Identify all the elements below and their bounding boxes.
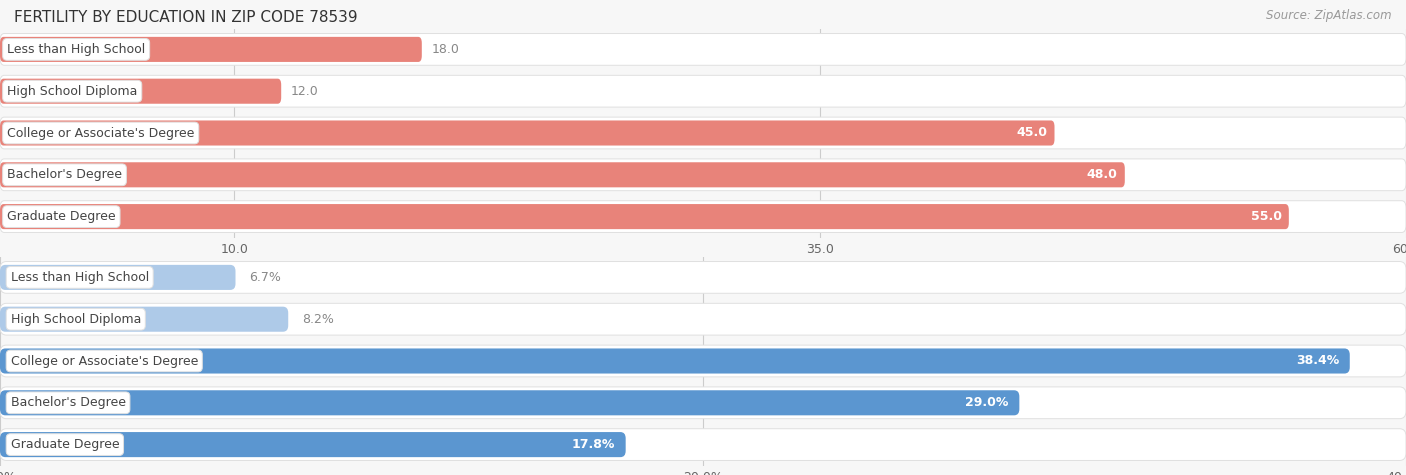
Text: 8.2%: 8.2% [302, 313, 335, 326]
Text: High School Diploma: High School Diploma [11, 313, 141, 326]
Text: Bachelor's Degree: Bachelor's Degree [11, 396, 125, 409]
Text: 12.0: 12.0 [291, 85, 318, 98]
FancyBboxPatch shape [0, 159, 1406, 190]
FancyBboxPatch shape [0, 121, 1054, 145]
FancyBboxPatch shape [0, 117, 1406, 149]
FancyBboxPatch shape [0, 265, 236, 290]
FancyBboxPatch shape [0, 349, 1350, 373]
FancyBboxPatch shape [0, 432, 626, 457]
FancyBboxPatch shape [0, 76, 1406, 107]
FancyBboxPatch shape [0, 162, 1125, 187]
FancyBboxPatch shape [0, 201, 1406, 232]
FancyBboxPatch shape [0, 345, 1406, 377]
FancyBboxPatch shape [0, 204, 1289, 229]
FancyBboxPatch shape [0, 390, 1019, 415]
Text: High School Diploma: High School Diploma [7, 85, 138, 98]
FancyBboxPatch shape [0, 429, 1406, 460]
FancyBboxPatch shape [0, 387, 1406, 418]
Text: 6.7%: 6.7% [250, 271, 281, 284]
Text: 45.0: 45.0 [1017, 126, 1047, 140]
Text: Source: ZipAtlas.com: Source: ZipAtlas.com [1267, 10, 1392, 22]
Text: Graduate Degree: Graduate Degree [11, 438, 120, 451]
Text: Less than High School: Less than High School [11, 271, 149, 284]
Text: College or Associate's Degree: College or Associate's Degree [11, 354, 198, 368]
FancyBboxPatch shape [0, 304, 1406, 335]
Text: 17.8%: 17.8% [572, 438, 616, 451]
Text: 48.0: 48.0 [1087, 168, 1118, 181]
FancyBboxPatch shape [0, 307, 288, 332]
FancyBboxPatch shape [0, 34, 1406, 65]
Text: Bachelor's Degree: Bachelor's Degree [7, 168, 122, 181]
Text: 55.0: 55.0 [1251, 210, 1282, 223]
Text: Less than High School: Less than High School [7, 43, 145, 56]
Text: 38.4%: 38.4% [1296, 354, 1339, 368]
Text: FERTILITY BY EDUCATION IN ZIP CODE 78539: FERTILITY BY EDUCATION IN ZIP CODE 78539 [14, 10, 357, 25]
FancyBboxPatch shape [0, 79, 281, 104]
Text: Graduate Degree: Graduate Degree [7, 210, 115, 223]
Text: College or Associate's Degree: College or Associate's Degree [7, 126, 194, 140]
FancyBboxPatch shape [0, 262, 1406, 293]
Text: 29.0%: 29.0% [966, 396, 1010, 409]
FancyBboxPatch shape [0, 37, 422, 62]
Text: 18.0: 18.0 [432, 43, 458, 56]
